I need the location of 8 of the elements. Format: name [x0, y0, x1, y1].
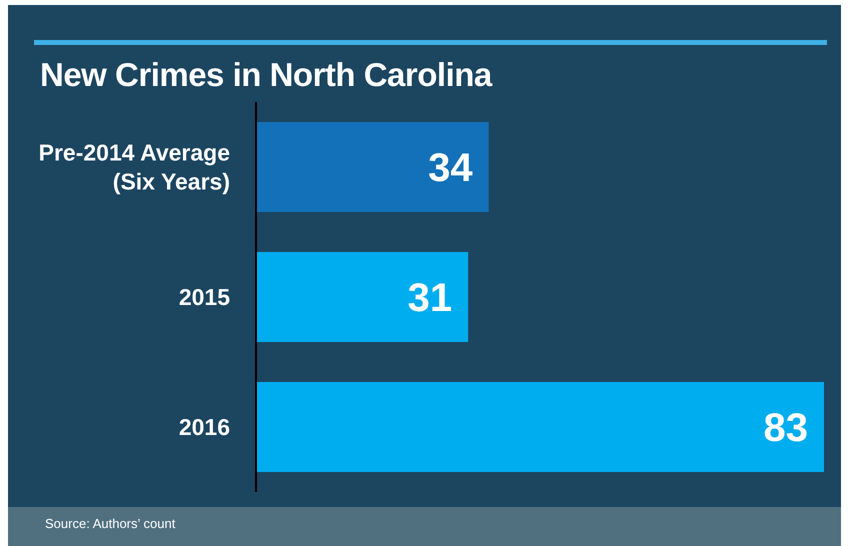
data-label: 34 — [428, 146, 474, 190]
y-tick-label: 2016 — [178, 414, 230, 440]
data-label: 31 — [408, 276, 452, 320]
data-label: 83 — [764, 406, 808, 450]
chart-title: New Crimes in North Carolina — [40, 56, 492, 94]
y-tick-label: Pre-2014 Average (Six Years) — [38, 140, 230, 194]
y-tick-label: 2015 — [178, 284, 230, 310]
source-note: Source: Authors’ count — [45, 516, 176, 531]
